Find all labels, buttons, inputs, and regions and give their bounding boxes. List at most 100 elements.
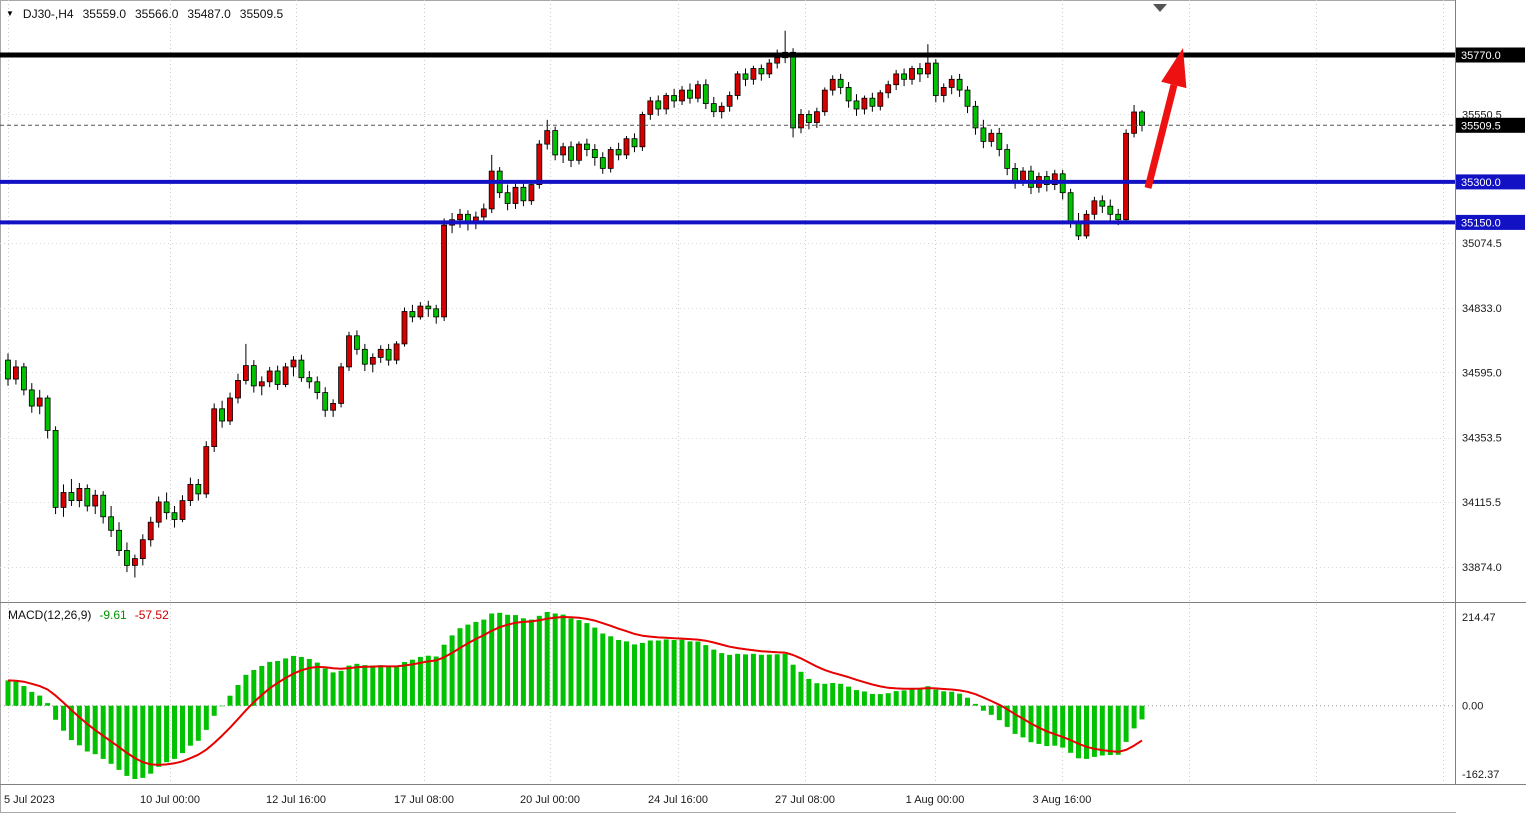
candle-bear (671, 95, 677, 102)
macd-histogram-bar (386, 666, 392, 706)
candle-bull (401, 311, 408, 345)
candle-bull (76, 487, 83, 501)
ohlc-high: 35566.0 (135, 7, 179, 21)
macd-histogram-bar (703, 645, 709, 706)
candle-bull (227, 397, 233, 422)
trend-arrow-shaft[interactable] (1144, 84, 1178, 189)
candle-bull (377, 348, 384, 358)
price-badge (1456, 214, 1525, 230)
macd-histogram-bar (124, 705, 130, 776)
macd-histogram-bar (877, 694, 883, 706)
macd-histogram-bar (568, 618, 574, 706)
candle-bear (964, 89, 971, 107)
candle-bear (853, 100, 860, 110)
candle-bear (68, 492, 75, 502)
macd-histogram-bar (21, 686, 27, 706)
candle-bear (306, 377, 313, 383)
candle-bull (528, 184, 535, 202)
macd-histogram-bar (798, 671, 804, 706)
ohlc-close: 35509.5 (239, 7, 284, 21)
candle-bull (457, 213, 463, 221)
macd-histogram-bar (1123, 705, 1129, 742)
macd-histogram-bar (790, 664, 796, 706)
macd-histogram-bar (243, 674, 249, 706)
candle-bear (361, 348, 368, 365)
chart-title: ▼ DJ30-,H4 35559.0 35566.0 35487.0 35509… (6, 7, 283, 21)
macd-histogram-bar (497, 612, 503, 706)
candle-bear (956, 78, 963, 91)
macd-histogram-bar (156, 705, 162, 767)
candle-bear (20, 366, 27, 391)
macd-histogram-bar (941, 691, 947, 706)
time-axis-label: 12 Jul 16:00 (266, 794, 326, 806)
macd-histogram-bar (417, 656, 423, 706)
time-axis-label: 3 Aug 16:00 (1033, 794, 1092, 806)
macd-histogram-bar (838, 683, 844, 706)
candle-bear (250, 365, 257, 387)
candle-bull (607, 149, 614, 169)
macd-histogram-bar (481, 619, 487, 706)
candle-bear (84, 487, 91, 507)
macd-histogram-bar (346, 665, 352, 706)
candle-bear (385, 348, 392, 361)
candle-bull (988, 132, 995, 142)
macd-histogram-bar (291, 655, 296, 706)
candle-bull (948, 78, 955, 88)
macd-histogram-bar (536, 615, 542, 706)
macd-histogram-bar (560, 614, 566, 706)
candle-bull (330, 402, 337, 411)
candle-bear (28, 389, 35, 407)
macd-histogram-bar (655, 640, 661, 706)
macd-histogram-bar (68, 705, 74, 741)
candle-bear (1099, 200, 1106, 207)
macd-histogram-bar (433, 656, 439, 706)
candle-bull (147, 521, 154, 541)
macd-histogram-bar (306, 659, 312, 706)
candle-bear (845, 87, 852, 102)
macd-histogram-bar (489, 613, 495, 706)
macd-histogram-bar (409, 659, 415, 706)
macd-histogram-bar (679, 639, 685, 706)
candle-bear (520, 186, 527, 202)
candle-bear (274, 370, 281, 385)
candle-bear (996, 132, 1003, 150)
candle-bull (814, 111, 820, 123)
candle-bear (806, 114, 812, 123)
macd-histogram-bar (774, 654, 780, 706)
candle-bull (909, 68, 915, 80)
time-axis-label: 1 Aug 00:00 (906, 794, 965, 806)
candle-bear (687, 89, 693, 99)
candle-bear (425, 305, 432, 310)
macd-histogram-bar (544, 612, 550, 706)
chart-shift-marker-icon[interactable] (1153, 4, 1167, 12)
candle-bull (766, 62, 773, 75)
price-axis-label: 33874.0 (1462, 562, 1502, 574)
candle-bear (1115, 213, 1122, 221)
candle-bear (171, 512, 178, 520)
candle-bear (710, 103, 717, 113)
candle-bear (599, 157, 606, 169)
macd-histogram-bar (647, 640, 653, 706)
macd-histogram-bar (901, 690, 907, 706)
trend-arrow-head[interactable] (1161, 48, 1187, 89)
macd-histogram-bar (370, 665, 376, 706)
macd-histogram-bar (298, 657, 304, 706)
plot-layer (5, 30, 1145, 578)
macd-histogram-bar (988, 705, 994, 715)
candle-bear (322, 392, 329, 411)
macd-histogram-bar (338, 670, 344, 706)
candle-bear (837, 78, 844, 88)
macd-histogram-bar (465, 624, 471, 706)
macd-histogram-bar (148, 705, 154, 774)
candle-bull (203, 446, 210, 495)
candle-bull (512, 186, 519, 204)
macd-histogram-bar (957, 693, 963, 706)
candle-bear (901, 73, 907, 80)
candle-bear (1067, 192, 1074, 223)
candle-bull (1123, 132, 1129, 221)
macd-histogram-bar (846, 686, 852, 706)
macd-histogram-bar (505, 614, 511, 706)
macd-layer (0, 612, 1455, 779)
time-axis-label: 27 Jul 08:00 (775, 794, 835, 806)
